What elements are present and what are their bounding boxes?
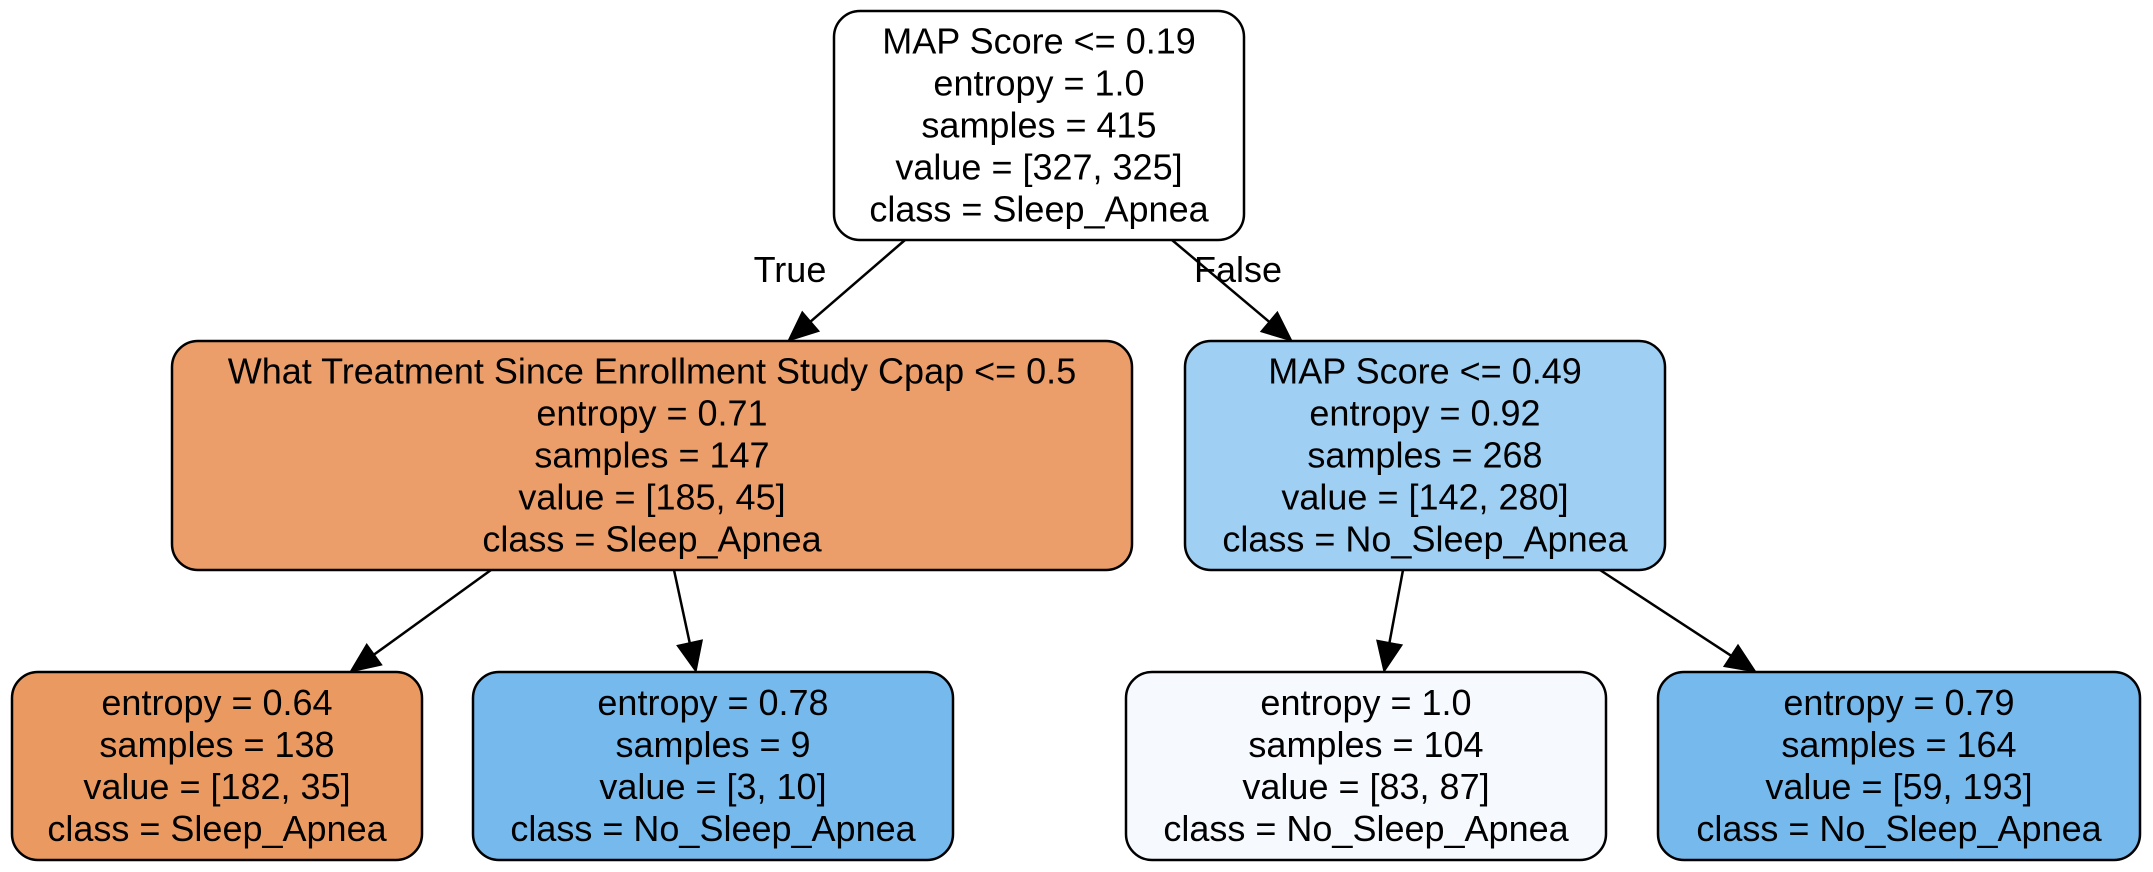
node-text-line: class = Sleep_Apnea bbox=[869, 188, 1209, 229]
node-text-line: entropy = 1.0 bbox=[1260, 682, 1471, 723]
node-text-line: class = No_Sleep_Apnea bbox=[1696, 808, 2102, 849]
edge-line bbox=[1171, 239, 1270, 323]
node-text-line: class = No_Sleep_Apnea bbox=[1222, 518, 1628, 559]
node-text-line: class = Sleep_Apnea bbox=[47, 808, 387, 849]
node-text-line: class = No_Sleep_Apnea bbox=[510, 808, 916, 849]
edge-line bbox=[672, 569, 691, 643]
node-box bbox=[1656, 670, 2142, 862]
node-text-line: entropy = 0.78 bbox=[597, 682, 828, 723]
tree-node-n1: What Treatment Since Enrollment Study Cp… bbox=[170, 339, 1134, 572]
node-box bbox=[832, 9, 1246, 242]
node-text-line: class = Sleep_Apnea bbox=[482, 518, 822, 559]
arrow-head-icon bbox=[787, 310, 821, 342]
node-text-line: entropy = 0.71 bbox=[536, 392, 767, 433]
node-text-line: value = [327, 325] bbox=[895, 146, 1182, 187]
node-text-line: samples = 415 bbox=[921, 104, 1156, 145]
node-text-line: MAP Score <= 0.49 bbox=[1268, 350, 1582, 391]
edge-label-false: False bbox=[1194, 249, 1282, 290]
edge-n2-n6 bbox=[1599, 568, 1758, 673]
node-text-line: value = [83, 87] bbox=[1242, 766, 1489, 807]
arrow-head-icon bbox=[1376, 639, 1404, 674]
node-text-line: samples = 164 bbox=[1781, 724, 2016, 765]
node-text-line: MAP Score <= 0.19 bbox=[882, 20, 1196, 61]
node-text-line: samples = 268 bbox=[1307, 434, 1542, 475]
node-text-line: What Treatment Since Enrollment Study Cp… bbox=[228, 350, 1076, 391]
node-box bbox=[1124, 670, 1608, 862]
node-text-line: value = [142, 280] bbox=[1281, 476, 1568, 517]
node-text-line: entropy = 0.92 bbox=[1309, 392, 1540, 433]
node-text-line: entropy = 1.0 bbox=[933, 62, 1144, 103]
node-text-line: value = [185, 45] bbox=[518, 476, 785, 517]
edge-line bbox=[1599, 568, 1732, 657]
edge-line bbox=[373, 568, 492, 656]
edge-line bbox=[809, 239, 906, 323]
edge-root-n2: False bbox=[1171, 239, 1293, 342]
node-text-line: samples = 9 bbox=[615, 724, 810, 765]
node-text-line: entropy = 0.79 bbox=[1783, 682, 2014, 723]
edge-n1-n4 bbox=[672, 569, 704, 674]
node-text-line: samples = 104 bbox=[1248, 724, 1483, 765]
node-box bbox=[471, 670, 955, 862]
node-text-line: value = [59, 193] bbox=[1765, 766, 2032, 807]
node-text-line: class = No_Sleep_Apnea bbox=[1163, 808, 1569, 849]
node-box bbox=[1183, 339, 1667, 572]
arrow-head-icon bbox=[1722, 643, 1758, 673]
node-text-line: entropy = 0.64 bbox=[101, 682, 332, 723]
edge-n2-n5 bbox=[1376, 569, 1405, 674]
node-text-line: value = [3, 10] bbox=[599, 766, 826, 807]
edge-n1-n3 bbox=[348, 568, 492, 673]
arrow-head-icon bbox=[348, 642, 383, 673]
node-box bbox=[10, 670, 424, 862]
edge-root-n1: True bbox=[754, 239, 906, 342]
node-text-line: value = [182, 35] bbox=[83, 766, 350, 807]
edge-label-true: True bbox=[754, 249, 827, 290]
node-text-line: samples = 147 bbox=[534, 434, 769, 475]
arrow-head-icon bbox=[676, 639, 704, 674]
arrow-head-icon bbox=[1259, 310, 1293, 342]
edge-line bbox=[1388, 569, 1405, 643]
node-box bbox=[170, 339, 1134, 572]
node-text-line: samples = 138 bbox=[99, 724, 334, 765]
